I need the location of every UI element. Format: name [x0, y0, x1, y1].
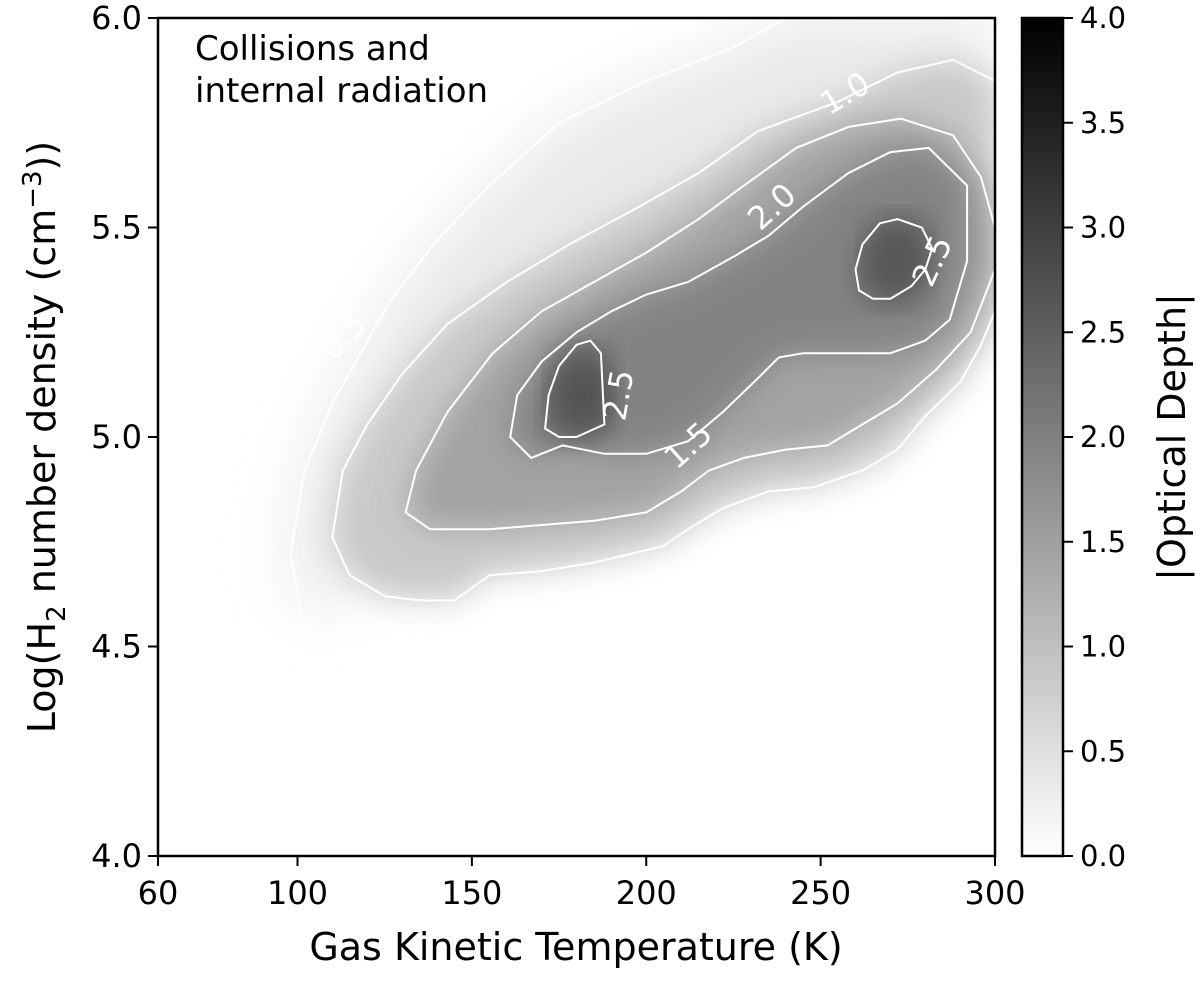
annotation-line-2: internal radiation: [195, 71, 488, 111]
contour-label-3: 2.5: [595, 367, 641, 424]
heat-peak-0: [553, 355, 614, 436]
x-tick-label-2: 150: [441, 874, 502, 912]
y-label-part-1: Log(H: [20, 622, 64, 733]
contour-label-text-3: 2.5: [595, 367, 641, 424]
x-axis-ticks: 60 100 150 200 250 300: [138, 856, 1026, 912]
x-axis-label: Gas Kinetic Temperature (K): [309, 925, 842, 969]
cb-tick-label-0: 0.0: [1080, 839, 1126, 873]
cb-tick-label-3: 1.5: [1080, 525, 1126, 559]
cb-tick-label-5: 2.5: [1080, 315, 1126, 349]
colorbar-label: |Optical Depth|: [1150, 293, 1195, 581]
x-tick-label-5: 300: [964, 874, 1025, 912]
y-tick-label-1: 4.5: [91, 628, 142, 666]
contour-lines: [289, 18, 995, 614]
y-axis-label: Log(H2 number density (cm−3)): [18, 141, 72, 733]
cb-tick-label-2: 1.0: [1080, 630, 1126, 664]
heat-region-3: [510, 147, 968, 458]
contour-0: [289, 18, 787, 614]
y-tick-label-4: 6.0: [91, 0, 142, 37]
colorbar-ticks: 0.0 0.5 1.0 1.5 2.0 2.5 3.0 3.5 4.0: [1063, 1, 1126, 873]
y-label-subscript: 2: [42, 605, 72, 622]
contour-3: [509, 146, 969, 460]
cb-tick-label-6: 3.0: [1080, 211, 1126, 245]
cb-tick-label-1: 0.5: [1080, 734, 1126, 768]
x-tick-label-0: 60: [138, 874, 179, 912]
y-axis-ticks: 4.0 4.5 5.0 5.5 6.0: [91, 0, 158, 875]
heat-peak-1: [867, 221, 928, 302]
y-tick-label-2: 5.0: [91, 418, 142, 456]
annotation-line-1: Collisions and: [195, 29, 430, 69]
y-tick-label-3: 5.5: [91, 209, 142, 247]
y-label-part-3: )): [20, 141, 64, 171]
x-tick-label-4: 250: [790, 874, 851, 912]
heatmap: [290, 18, 995, 613]
x-tick-label-1: 100: [267, 874, 328, 912]
cb-tick-label-7: 3.5: [1080, 106, 1126, 140]
x-tick-label-3: 200: [616, 874, 677, 912]
y-label-superscript: −3: [18, 170, 48, 208]
contour-5: [854, 218, 934, 300]
cb-tick-label-4: 2.0: [1080, 420, 1126, 454]
y-tick-label-0: 4.0: [91, 837, 142, 875]
y-label-part-2: number density (cm: [20, 209, 64, 606]
colorbar-gradient: [1022, 18, 1063, 856]
contour-2: [404, 117, 995, 531]
contour-4: [544, 339, 606, 438]
contour-1: [331, 58, 995, 602]
cb-tick-label-8: 4.0: [1080, 1, 1126, 35]
